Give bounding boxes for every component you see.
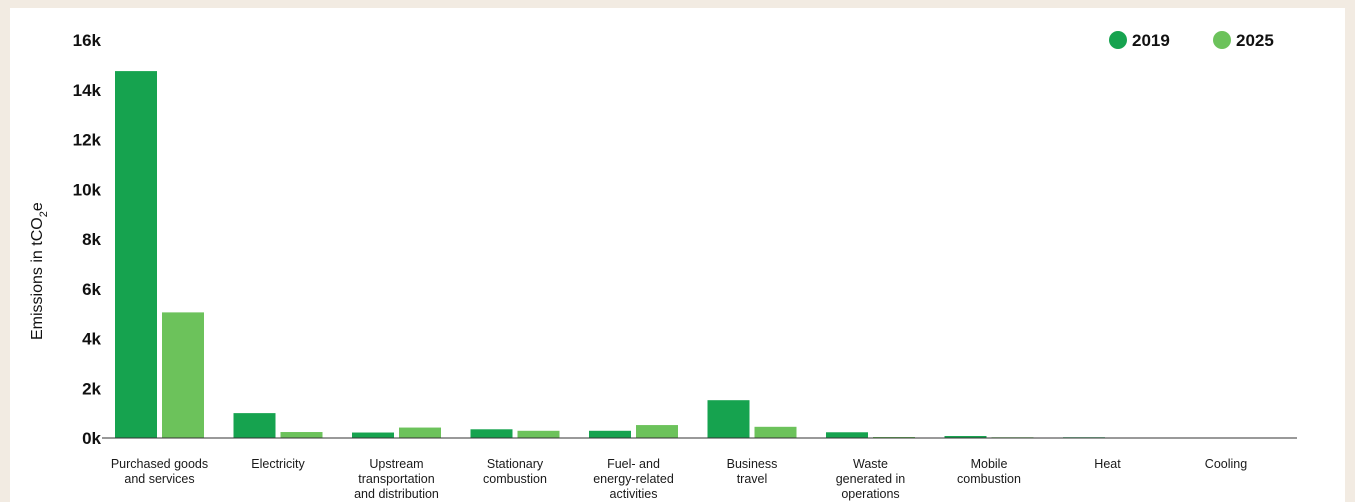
y-axis-label-suffix: e (29, 202, 46, 211)
bar-2019 (470, 429, 513, 438)
legend-swatch-2019 (1109, 31, 1127, 49)
x-category-label: Stationary combustion (483, 457, 547, 486)
bar-chart: Emissions in tCO2e 0k 2k 4k 6k 8k 10k 12k 14k 16… (29, 31, 1297, 501)
bars (115, 71, 1271, 438)
bar-2019 (352, 432, 394, 438)
x-category-label: Electricity (251, 457, 305, 471)
legend-label-2019: 2019 (1132, 31, 1170, 50)
y-tick-label: 0k (82, 429, 101, 448)
x-category-label-line: operations (841, 487, 899, 501)
x-category-label-line: Electricity (251, 457, 305, 471)
x-axis-category-labels: Purchased goods and services Electricity Up… (111, 457, 1247, 501)
svg-text:Emissions in tCO2e: Emissions in tCO2e (29, 202, 50, 340)
legend-swatch-2025 (1213, 31, 1231, 49)
bar-2019 (944, 436, 987, 438)
bar-2025 (280, 432, 323, 438)
y-tick-label: 14k (73, 81, 102, 100)
x-category-label: Heat (1094, 457, 1121, 471)
x-category-label-line: energy-related (593, 472, 674, 486)
y-tick-label: 8k (82, 230, 101, 249)
x-category-label: Mobile combustion (957, 457, 1021, 486)
legend-label-2025: 2025 (1236, 31, 1274, 50)
x-category-label: Purchased goods and services (111, 457, 208, 486)
x-category-label-line: Stationary (487, 457, 544, 471)
bar-2025 (517, 430, 560, 438)
y-tick-label: 12k (73, 131, 102, 150)
x-category-label-line: travel (737, 472, 768, 486)
bar-2019 (589, 430, 631, 438)
x-category-label: Fuel- and energy-related activities (593, 457, 674, 501)
x-category-label-line: Cooling (1205, 457, 1247, 471)
x-category-label: Business travel (727, 457, 778, 486)
x-category-label-line: activities (610, 487, 658, 501)
x-category-label-line: combustion (957, 472, 1021, 486)
x-category-label: Cooling (1205, 457, 1247, 471)
y-axis-ticks: 0k 2k 4k 6k 8k 10k 12k 14k 16k (73, 31, 102, 448)
y-tick-label: 4k (82, 330, 101, 349)
x-category-label-line: Mobile (971, 457, 1008, 471)
x-category-label-line: Business (727, 457, 778, 471)
x-category-label-line: and services (124, 472, 194, 486)
legend: 2019 2025 (1109, 31, 1274, 50)
bar-2019 (707, 400, 750, 438)
y-tick-label: 2k (82, 379, 101, 398)
x-category-label-line: combustion (483, 472, 547, 486)
bar-2025 (399, 427, 441, 438)
x-category-label-line: generated in (836, 472, 906, 486)
x-category-label-line: Heat (1094, 457, 1121, 471)
chart-panel: Emissions in tCO2e 0k 2k 4k 6k 8k 10k 12k 14k 16… (10, 8, 1345, 502)
x-category-label-line: Purchased goods (111, 457, 208, 471)
y-tick-label: 6k (82, 280, 101, 299)
bar-2025 (162, 312, 204, 438)
x-category-label-line: Upstream (369, 457, 423, 471)
y-tick-label: 16k (73, 31, 102, 50)
x-category-label-line: Fuel- and (607, 457, 660, 471)
y-axis-label: Emissions in tCO2e (29, 202, 50, 340)
bar-2025 (636, 425, 678, 438)
x-category-label: Waste generated in operations (836, 457, 906, 501)
x-category-label-line: and distribution (354, 487, 439, 501)
x-category-label-line: Waste (853, 457, 888, 471)
x-category-label-line: transportation (358, 472, 434, 486)
bar-2019 (115, 71, 157, 438)
bar-2019 (233, 413, 276, 438)
y-axis-label-text: Emissions in tCO (29, 217, 46, 340)
bar-2025 (754, 426, 797, 438)
x-category-label: Upstream transportation and distribution (354, 457, 439, 501)
bar-2019 (826, 432, 868, 438)
y-tick-label: 10k (73, 180, 102, 199)
y-axis-label-subscript: 2 (38, 211, 50, 217)
